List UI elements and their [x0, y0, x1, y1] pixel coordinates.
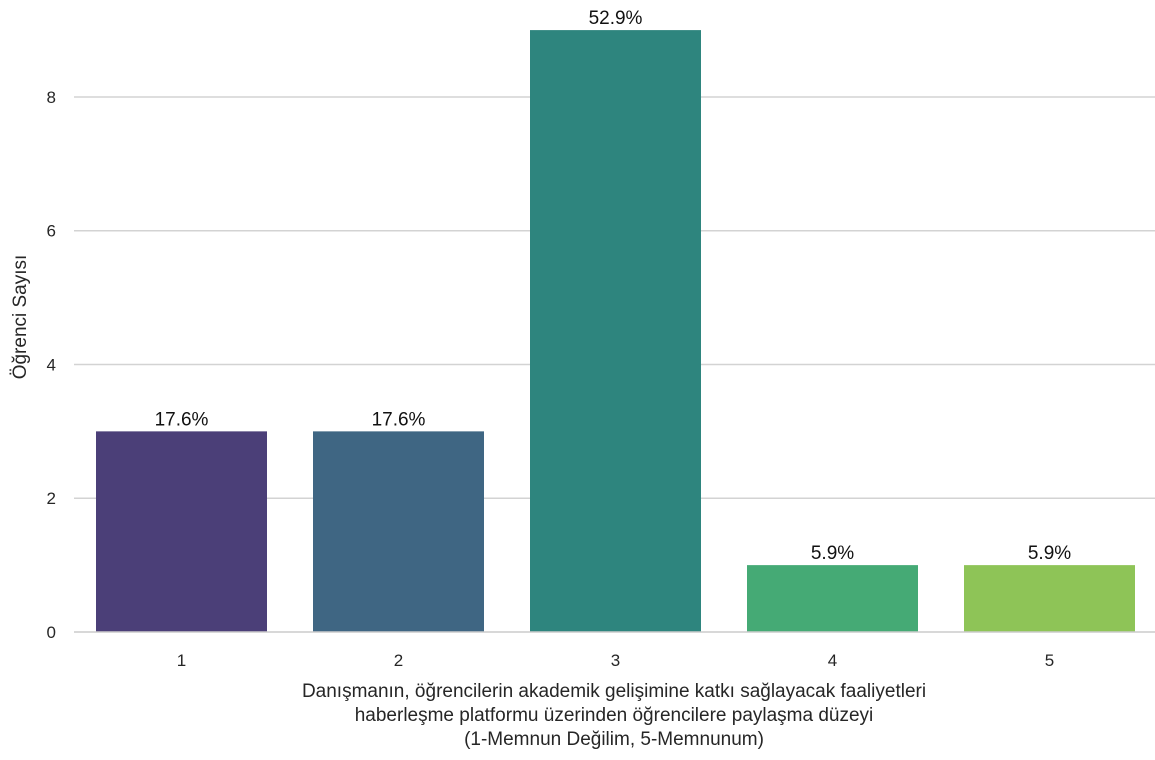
x-tick-label: 5 — [1045, 651, 1054, 670]
x-tick-label: 2 — [394, 651, 403, 670]
x-axis-label-line-2: haberleşme platformu üzerinden öğrencile… — [355, 705, 874, 726]
bar-1 — [96, 431, 267, 632]
x-axis-ticks: 1 2 3 4 5 — [177, 651, 1054, 670]
x-axis-label-line-1: Danışmanın, öğrencilerin akademik gelişi… — [302, 681, 926, 702]
y-axis-ticks: 0 2 4 6 8 — [47, 88, 56, 642]
x-tick-label: 1 — [177, 651, 186, 670]
bar-3 — [530, 30, 701, 633]
y-tick-label: 8 — [47, 88, 56, 107]
bar-value-label: 5.9% — [811, 543, 854, 564]
x-tick-label: 4 — [828, 651, 837, 670]
y-tick-label: 0 — [47, 623, 56, 642]
y-tick-label: 2 — [47, 489, 56, 508]
x-tick-label: 3 — [611, 651, 620, 670]
y-tick-label: 4 — [47, 355, 56, 374]
x-axis-label-line-3: (1-Memnun Değilim, 5-Memnunum) — [464, 729, 764, 750]
bars — [96, 30, 1135, 633]
y-axis-label: Öğrenci Sayısı — [10, 255, 31, 380]
bar-4 — [747, 565, 918, 632]
bar-value-label: 52.9% — [589, 8, 643, 29]
bar-value-label: 17.6% — [372, 409, 426, 430]
bar-value-label: 5.9% — [1028, 543, 1071, 564]
data-labels: 17.6% 17.6% 52.9% 5.9% 5.9% — [155, 8, 1072, 564]
bar-2 — [313, 431, 484, 632]
bar-5 — [964, 565, 1135, 632]
y-tick-label: 6 — [47, 222, 56, 241]
bar-value-label: 17.6% — [155, 409, 209, 430]
